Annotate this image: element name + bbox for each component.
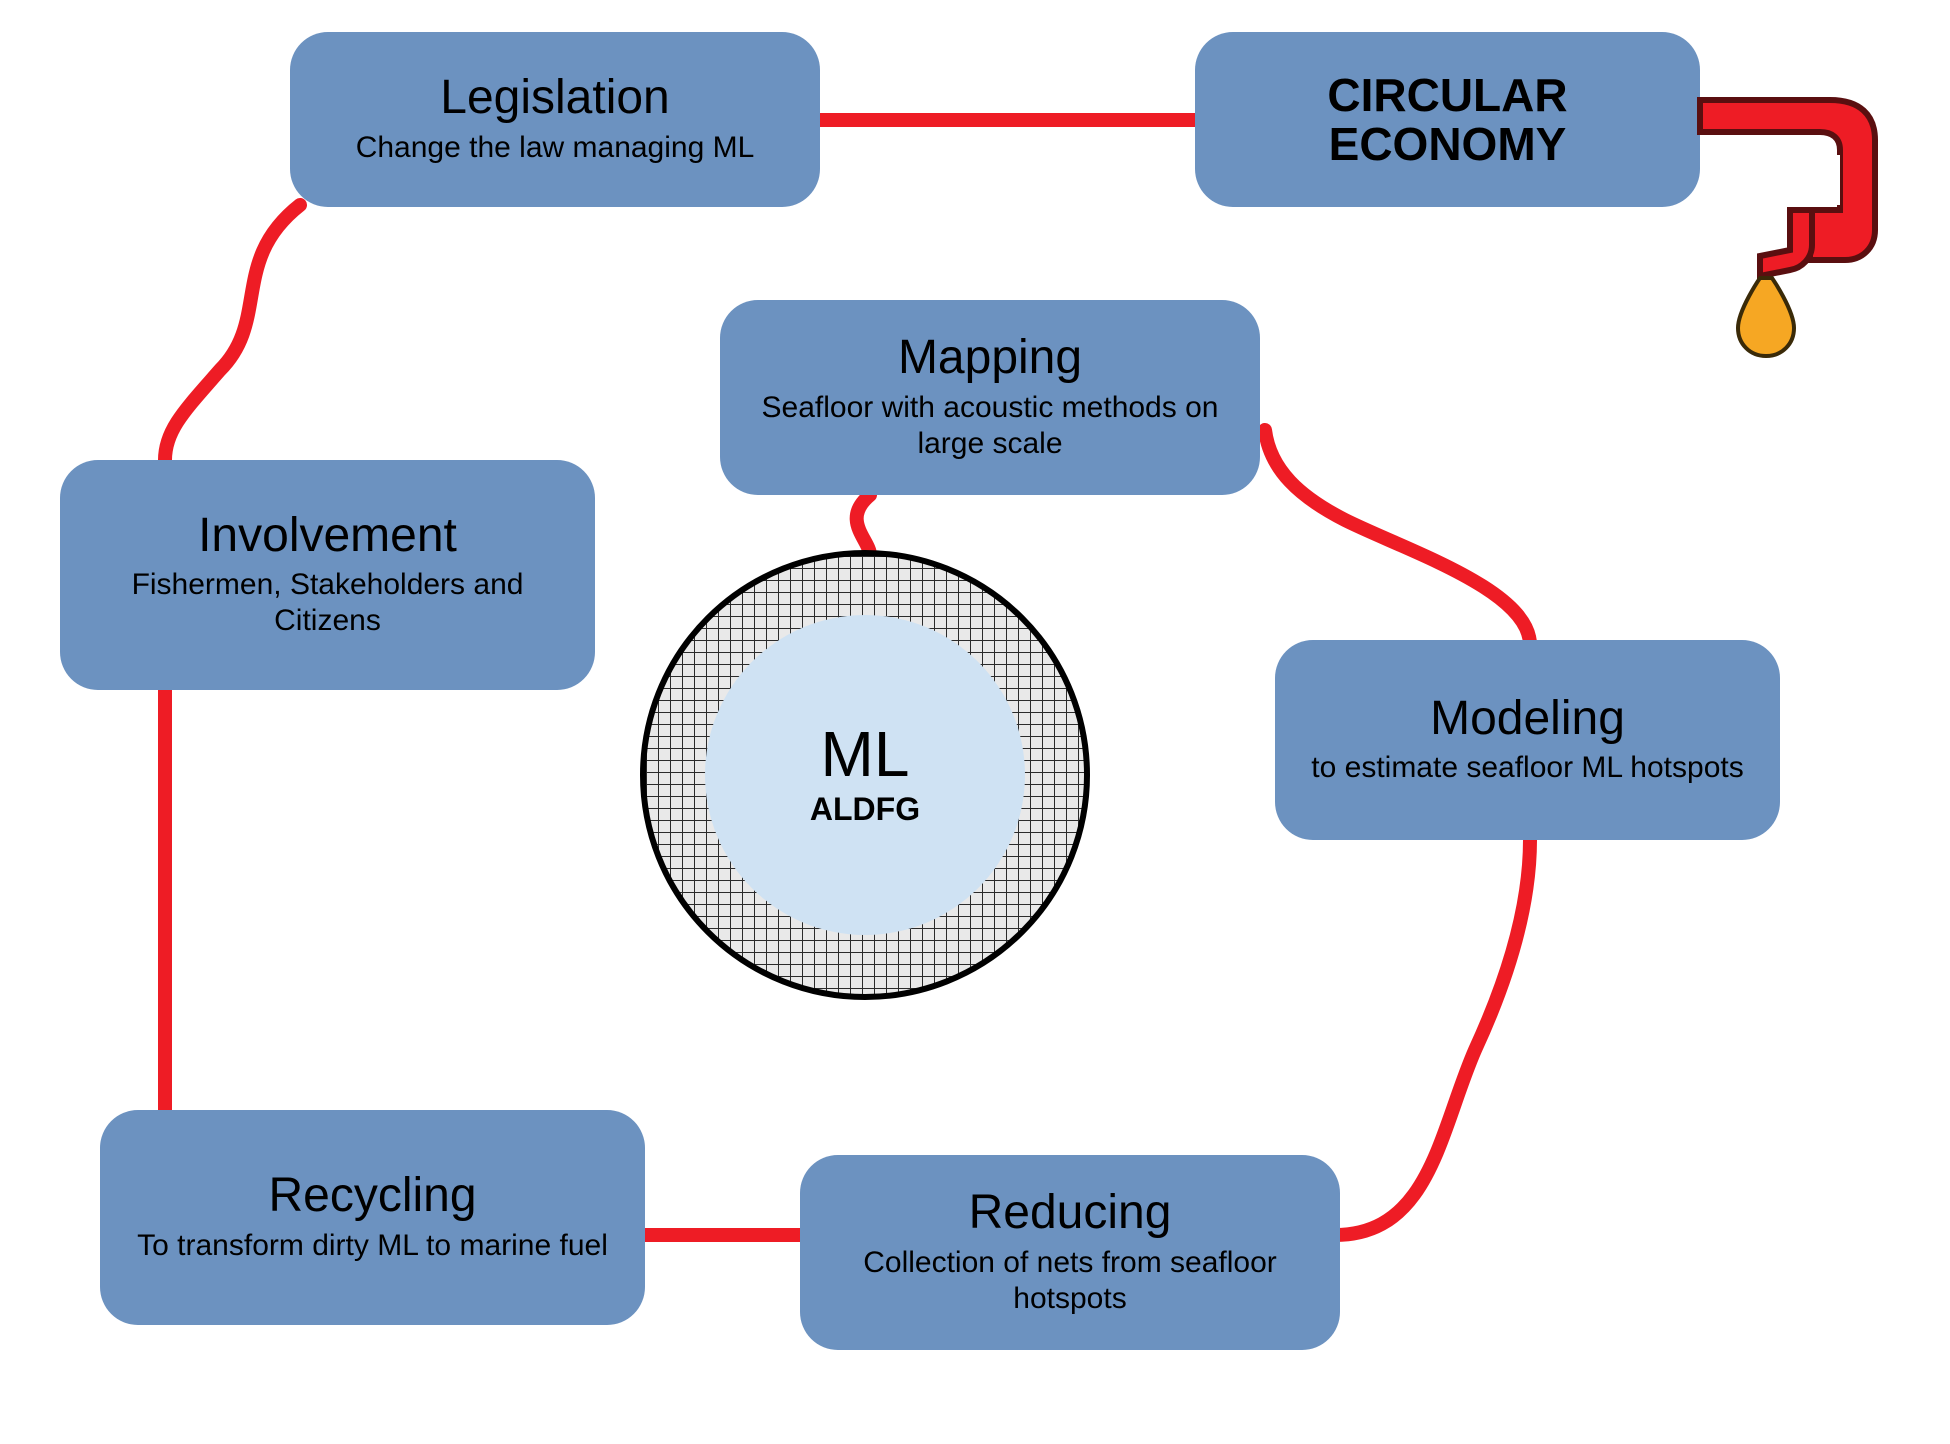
node-reducing: Reducing Collection of nets from seafloo… bbox=[800, 1155, 1340, 1350]
node-circular-economy: CIRCULARECONOMY bbox=[1195, 32, 1700, 207]
node-title: Modeling bbox=[1430, 694, 1625, 744]
center-circle: ML ALDFG bbox=[640, 550, 1090, 1000]
node-title: CIRCULARECONOMY bbox=[1327, 71, 1567, 168]
node-sub: Change the law managing ML bbox=[356, 130, 755, 166]
node-title: Recycling bbox=[268, 1171, 476, 1221]
center-title: ML bbox=[821, 721, 910, 788]
node-recycling: Recycling To transform dirty ML to marin… bbox=[100, 1110, 645, 1325]
center-sub: ALDFG bbox=[810, 790, 920, 828]
node-involvement: Involvement Fishermen, Stakeholders and … bbox=[60, 460, 595, 690]
node-sub: Seafloor with acoustic methods on large … bbox=[748, 390, 1232, 462]
node-legislation: Legislation Change the law managing ML bbox=[290, 32, 820, 207]
node-title: Legislation bbox=[440, 73, 670, 123]
node-sub: Fishermen, Stakeholders and Citizens bbox=[88, 567, 567, 639]
node-title: Involvement bbox=[198, 511, 457, 561]
node-title: Mapping bbox=[898, 333, 1082, 383]
node-sub: To transform dirty ML to marine fuel bbox=[137, 1228, 608, 1264]
fuel-nozzle-icon bbox=[1690, 60, 1950, 340]
node-modeling: Modeling to estimate seafloor ML hotspot… bbox=[1275, 640, 1780, 840]
node-title: Reducing bbox=[969, 1188, 1172, 1238]
node-sub: Collection of nets from seafloor hotspot… bbox=[828, 1245, 1312, 1317]
node-sub: to estimate seafloor ML hotspots bbox=[1311, 750, 1743, 786]
node-mapping: Mapping Seafloor with acoustic methods o… bbox=[720, 300, 1260, 495]
